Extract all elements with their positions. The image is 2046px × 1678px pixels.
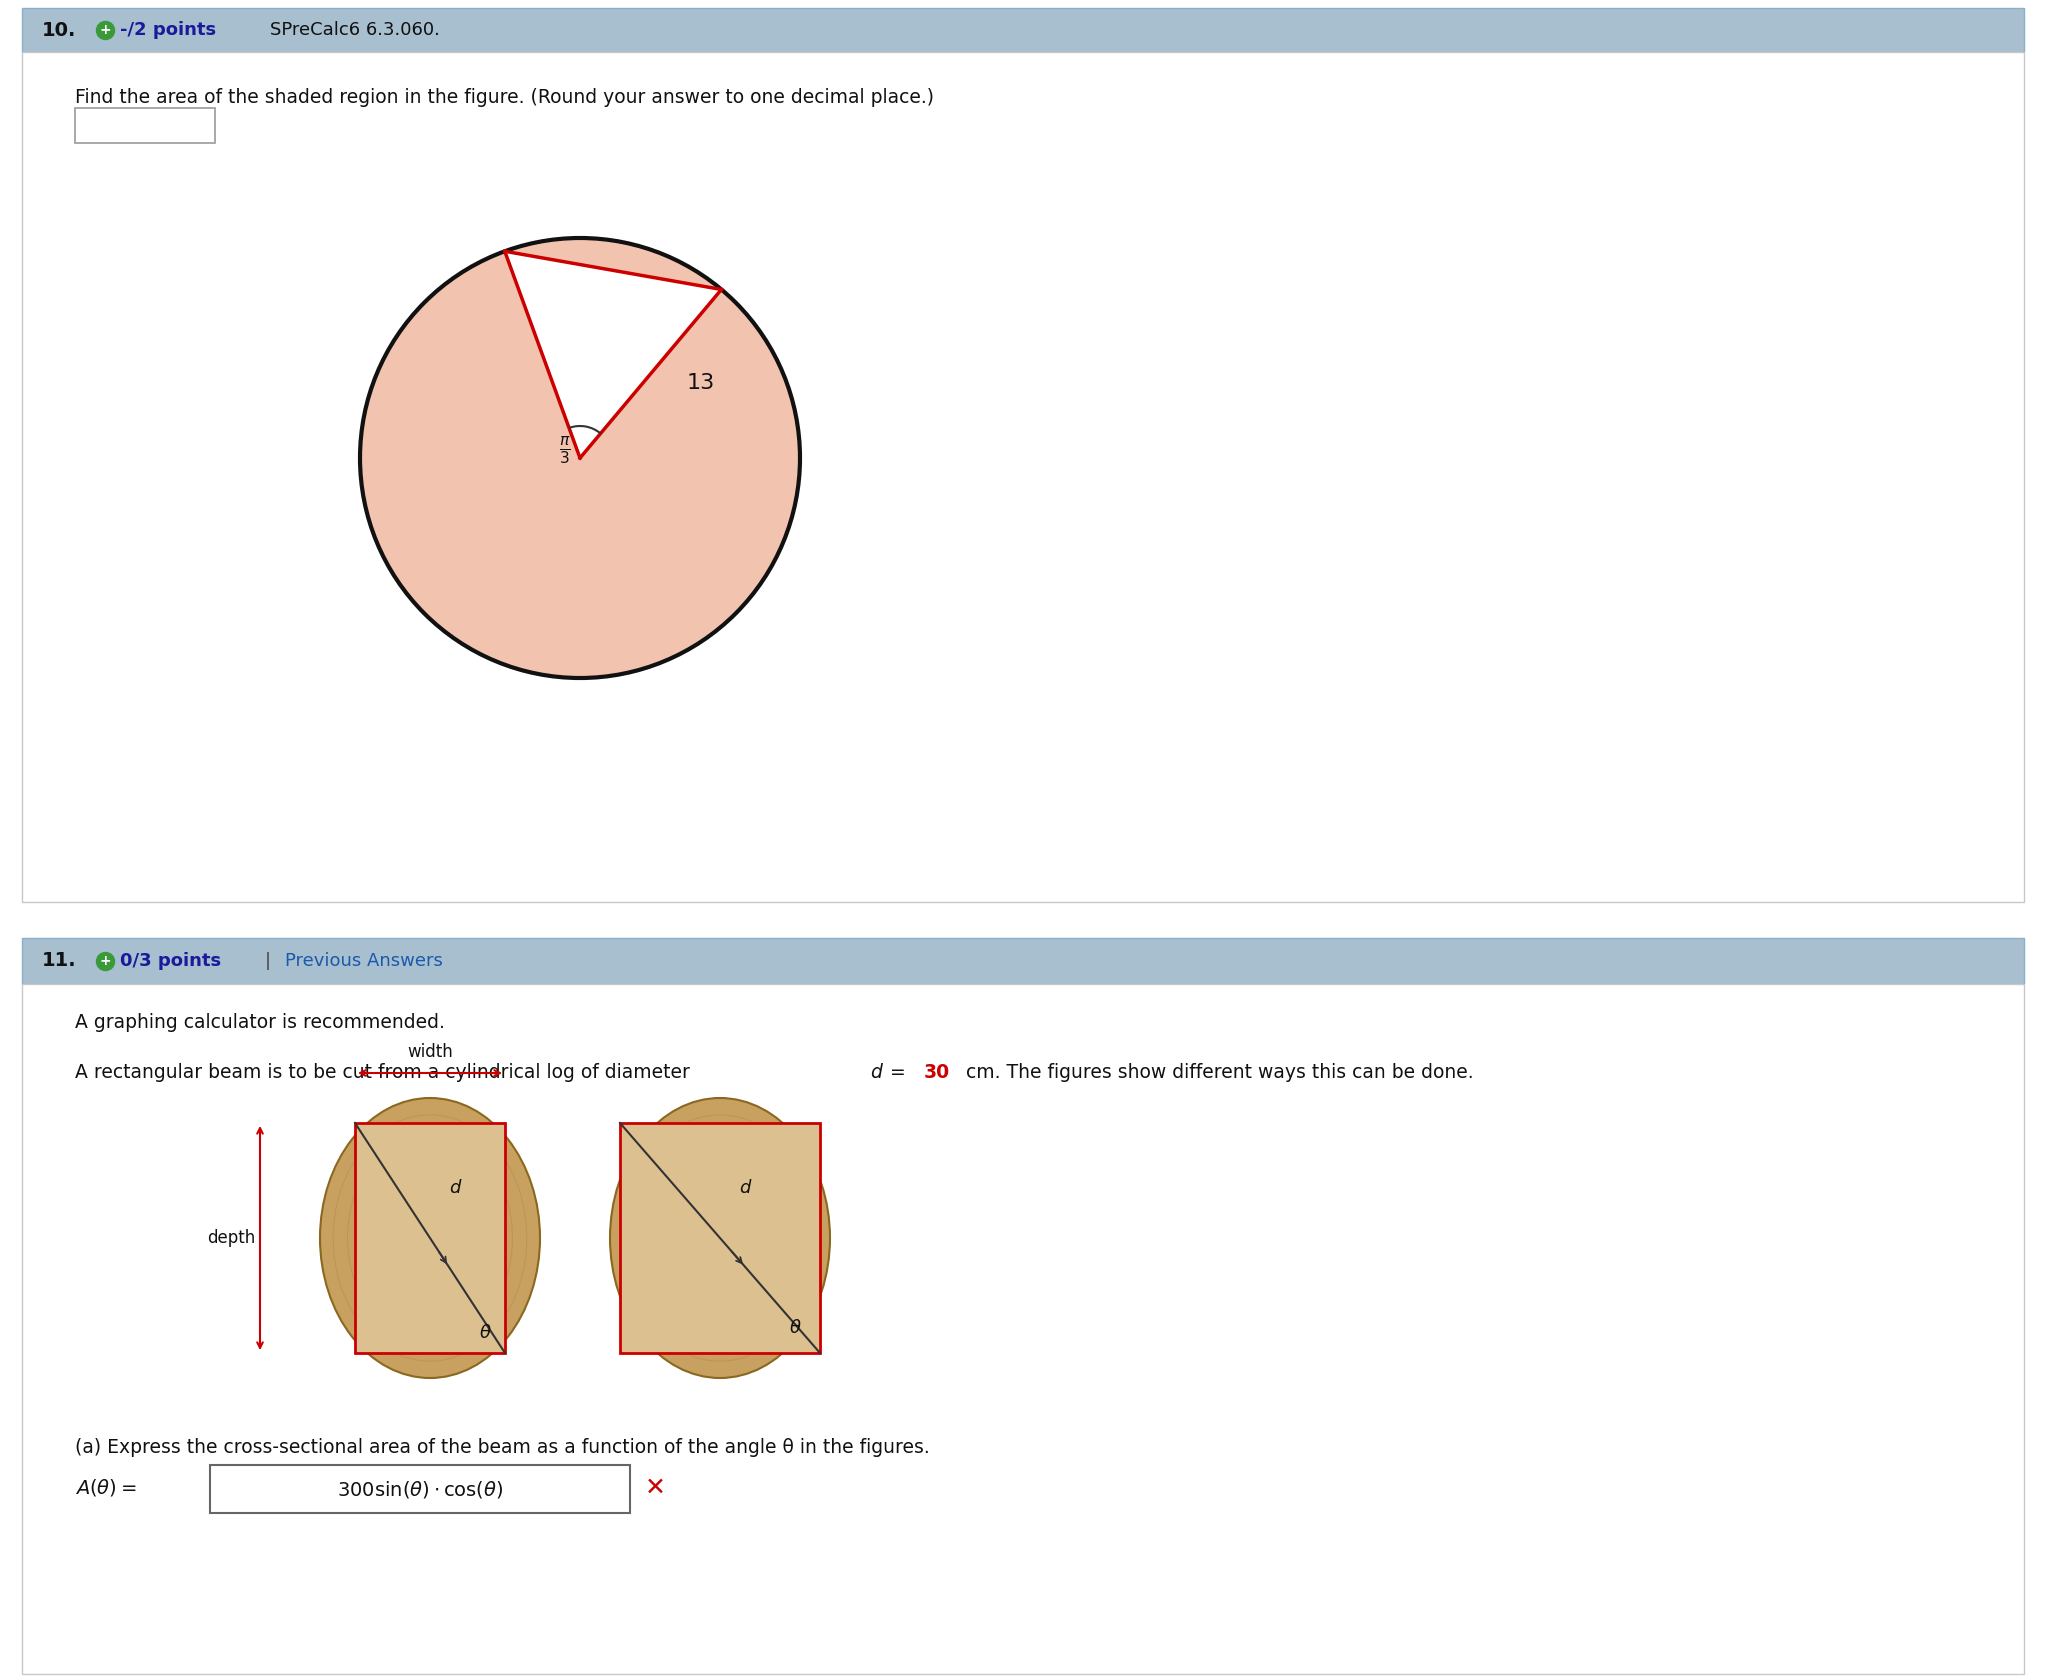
- Text: 11.: 11.: [43, 951, 76, 970]
- Text: 10.: 10.: [43, 20, 76, 40]
- Text: $A(\theta) =$: $A(\theta) =$: [76, 1478, 137, 1498]
- Polygon shape: [620, 1123, 820, 1352]
- Text: +: +: [98, 23, 110, 37]
- Text: 0/3 points: 0/3 points: [121, 951, 221, 970]
- Text: ✕: ✕: [644, 1477, 667, 1500]
- Bar: [23, 938, 2023, 983]
- Text: width: width: [407, 1044, 452, 1060]
- Text: Previous Answers: Previous Answers: [284, 951, 442, 970]
- Bar: [23, 983, 2023, 1675]
- Text: =: =: [884, 1062, 913, 1082]
- Ellipse shape: [610, 1097, 831, 1378]
- Text: -/2 points: -/2 points: [121, 22, 217, 39]
- Text: +: +: [98, 955, 110, 968]
- Text: d: d: [870, 1062, 882, 1082]
- Text: |: |: [266, 951, 270, 970]
- Text: d: d: [450, 1180, 460, 1196]
- Text: $\theta$: $\theta$: [479, 1324, 491, 1342]
- Ellipse shape: [319, 1097, 540, 1378]
- Bar: [23, 52, 2023, 903]
- Text: 30: 30: [925, 1062, 949, 1082]
- Text: SPreCalc6 6.3.060.: SPreCalc6 6.3.060.: [270, 22, 440, 39]
- Text: A rectangular beam is to be cut from a cylindrical log of diameter: A rectangular beam is to be cut from a c…: [76, 1062, 696, 1082]
- Text: cm. The figures show different ways this can be done.: cm. The figures show different ways this…: [960, 1062, 1473, 1082]
- Text: depth: depth: [207, 1228, 256, 1247]
- Text: $300\sin(\theta)\cdot\cos(\theta)$: $300\sin(\theta)\cdot\cos(\theta)$: [338, 1478, 503, 1500]
- Text: $\theta$: $\theta$: [788, 1319, 802, 1337]
- Circle shape: [360, 238, 800, 678]
- Text: Find the area of the shaded region in the figure. (Round your answer to one deci: Find the area of the shaded region in th…: [76, 87, 935, 107]
- Bar: [76, 107, 215, 143]
- Text: 13: 13: [687, 374, 716, 393]
- Text: d: d: [739, 1180, 751, 1196]
- Text: $\frac{\pi}{3}$: $\frac{\pi}{3}$: [559, 435, 571, 465]
- Bar: [23, 8, 2023, 52]
- Text: A graphing calculator is recommended.: A graphing calculator is recommended.: [76, 1014, 444, 1032]
- Polygon shape: [505, 252, 722, 458]
- Polygon shape: [356, 1123, 505, 1352]
- Text: (a) Express the cross-sectional area of the beam as a function of the angle θ in: (a) Express the cross-sectional area of …: [76, 1438, 929, 1457]
- Bar: [211, 1465, 630, 1514]
